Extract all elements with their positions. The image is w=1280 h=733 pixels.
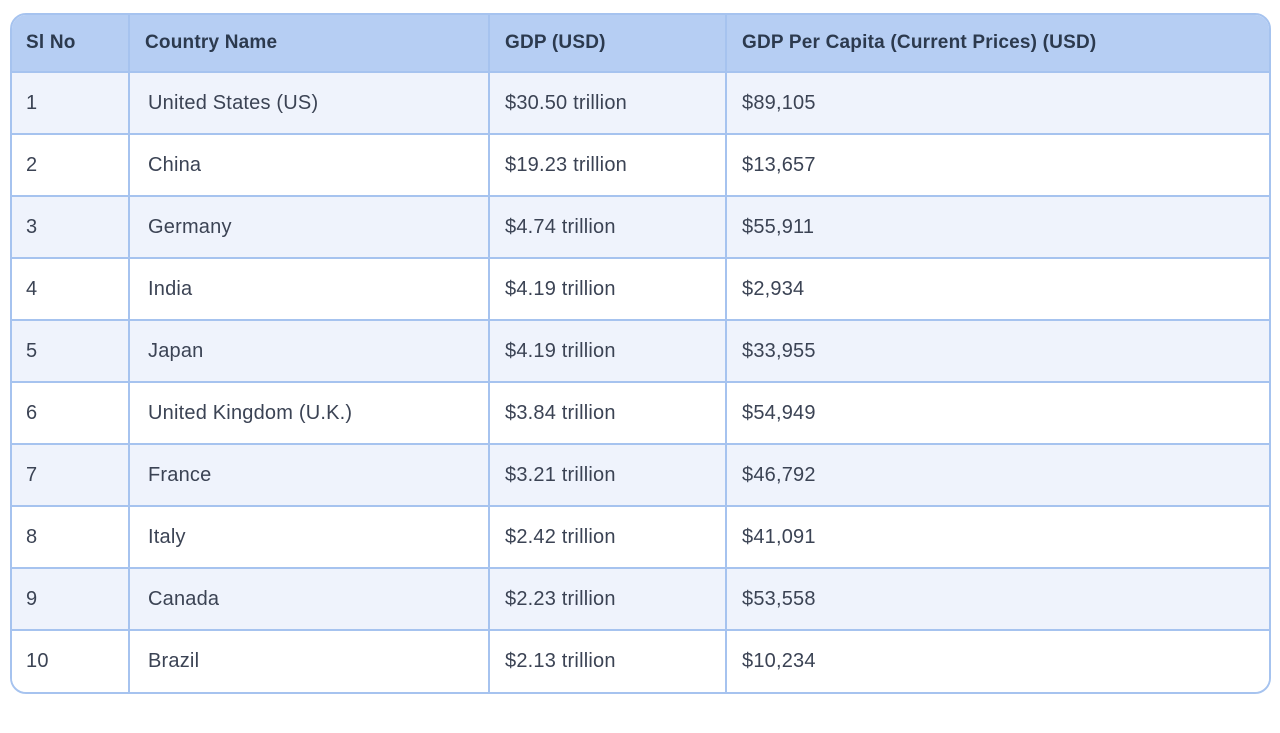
table-row: 2 China $19.23 trillion $13,657 <box>12 133 1269 196</box>
table-row: 4 India $4.19 trillion $2,934 <box>12 257 1269 320</box>
table-cell: $41,091 <box>726 505 1269 568</box>
table-cell: $2,934 <box>726 257 1269 320</box>
table-cell: 1 <box>12 71 130 134</box>
table-cell: Brazil <box>129 629 490 692</box>
table-row: 8 Italy $2.42 trillion $41,091 <box>12 505 1269 568</box>
table-header: Sl No Country Name GDP (USD) GDP Per Capita… <box>12 15 1269 72</box>
column-header-0: Sl No <box>12 15 130 72</box>
table-cell: $53,558 <box>726 567 1269 630</box>
table-cell: $3.84 trillion <box>489 381 727 444</box>
gdp-table: Sl No Country Name GDP (USD) GDP Per Capita… <box>12 15 1269 692</box>
table-cell: Italy <box>129 505 490 568</box>
table-cell: $13,657 <box>726 133 1269 196</box>
table-cell: $2.13 trillion <box>489 629 727 692</box>
table-cell: 4 <box>12 257 130 320</box>
column-header-3: GDP Per Capita (Current Prices) (USD) <box>726 15 1269 72</box>
column-header-1: Country Name <box>129 15 490 72</box>
table-cell: Canada <box>129 567 490 630</box>
table-cell: $46,792 <box>726 443 1269 506</box>
table-row: 10 Brazil $2.13 trillion $10,234 <box>12 629 1269 692</box>
table-cell: India <box>129 257 490 320</box>
table-cell: $2.23 trillion <box>489 567 727 630</box>
table-cell: United States (US) <box>129 71 490 134</box>
header-row: Sl No Country Name GDP (USD) GDP Per Capita… <box>12 15 1269 72</box>
column-header-2: GDP (USD) <box>489 15 727 72</box>
table-cell: Japan <box>129 319 490 382</box>
table-body: 1 United States (US) $30.50 trillion $89,10… <box>12 71 1269 692</box>
table-row: 9 Canada $2.23 trillion $53,558 <box>12 567 1269 630</box>
table-cell: United Kingdom (U.K.) <box>129 381 490 444</box>
table-cell: China <box>129 133 490 196</box>
table-row: 1 United States (US) $30.50 trillion $89,10… <box>12 71 1269 134</box>
table-cell: 6 <box>12 381 130 444</box>
table-cell: France <box>129 443 490 506</box>
table-cell: $4.19 trillion <box>489 257 727 320</box>
table-cell: $3.21 trillion <box>489 443 727 506</box>
table-cell: 10 <box>12 629 130 692</box>
table-cell: 7 <box>12 443 130 506</box>
table-cell: $33,955 <box>726 319 1269 382</box>
table-cell: $54,949 <box>726 381 1269 444</box>
table-cell: 9 <box>12 567 130 630</box>
gdp-table-container: Sl No Country Name GDP (USD) GDP Per Capita… <box>10 13 1271 694</box>
table-cell: 2 <box>12 133 130 196</box>
table-cell: $4.19 trillion <box>489 319 727 382</box>
table-cell: $19.23 trillion <box>489 133 727 196</box>
table-row: 6 United Kingdom (U.K.) $3.84 trillion $54,… <box>12 381 1269 444</box>
table-cell: $30.50 trillion <box>489 71 727 134</box>
table-cell: $4.74 trillion <box>489 195 727 258</box>
table-row: 7 France $3.21 trillion $46,792 <box>12 443 1269 506</box>
table-row: 5 Japan $4.19 trillion $33,955 <box>12 319 1269 382</box>
table-cell: $55,911 <box>726 195 1269 258</box>
table-row: 3 Germany $4.74 trillion $55,911 <box>12 195 1269 258</box>
table-cell: 5 <box>12 319 130 382</box>
table-cell: $89,105 <box>726 71 1269 134</box>
table-cell: 8 <box>12 505 130 568</box>
table-cell: $2.42 trillion <box>489 505 727 568</box>
table-cell: 3 <box>12 195 130 258</box>
table-cell: Germany <box>129 195 490 258</box>
table-cell: $10,234 <box>726 629 1269 692</box>
